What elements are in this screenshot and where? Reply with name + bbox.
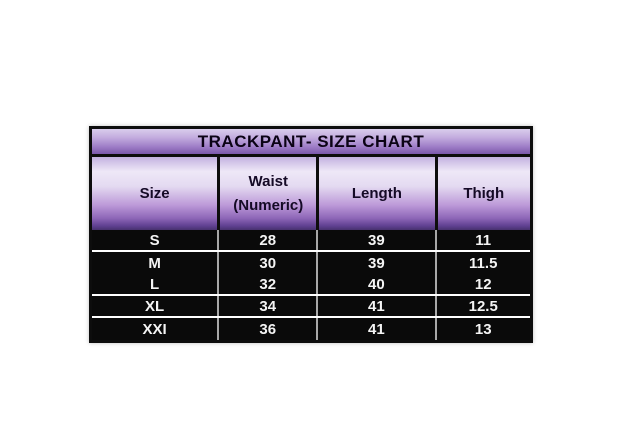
column-header-label: Size: [139, 184, 170, 202]
cell-size: L: [150, 275, 160, 293]
cell-length: 39: [316, 230, 434, 250]
cell-size: XL: [145, 297, 165, 315]
cell-length: 41: [316, 296, 434, 316]
column-header-length: Length: [316, 157, 435, 230]
table-row-xl: XL 34 41 12.5: [92, 296, 530, 318]
table-header-row: Size Waist (Numeric) Length Thigh: [92, 157, 530, 230]
cell-waist: 34: [217, 296, 316, 316]
cell-size: S: [149, 231, 160, 249]
column-header-sublabel: (Numeric): [233, 196, 304, 214]
cell-length: 41: [316, 318, 434, 340]
column-header-size: Size: [92, 157, 218, 230]
table-row-l: L 32 40 12: [92, 274, 530, 296]
cell-size: XXI: [142, 320, 167, 338]
column-header-thigh: Thigh: [434, 157, 530, 230]
cell-thigh: 13: [434, 318, 530, 340]
table-row-m: M 30 39 11.5: [92, 252, 530, 274]
cell-thigh: 11: [434, 230, 530, 250]
table-body: S 28 39 11 M 30 39 11.5 L 32 40 12 XL 34…: [92, 230, 530, 340]
cell-thigh: 12.5: [434, 296, 530, 316]
cell-thigh: 11.5: [434, 252, 530, 274]
column-header-label: Waist: [248, 173, 288, 191]
cell-waist: 32: [217, 274, 316, 294]
cell-waist: 28: [217, 230, 316, 250]
cell-thigh: 12: [434, 274, 530, 294]
column-header-label: Length: [351, 184, 402, 202]
column-header-label: Thigh: [463, 184, 505, 202]
cell-length: 39: [316, 252, 434, 274]
cell-waist: 30: [217, 252, 316, 274]
size-chart-table: TRACKPANT- SIZE CHART Size Waist (Numeri…: [89, 126, 533, 343]
table-title: TRACKPANT- SIZE CHART: [92, 129, 530, 157]
table-row-xxi: XXI 36 41 13: [92, 318, 530, 340]
table-row-s: S 28 39 11: [92, 230, 530, 252]
cell-waist: 36: [217, 318, 316, 340]
cell-length: 40: [316, 274, 434, 294]
cell-size: M: [148, 254, 161, 272]
column-header-waist: Waist (Numeric): [217, 157, 317, 230]
